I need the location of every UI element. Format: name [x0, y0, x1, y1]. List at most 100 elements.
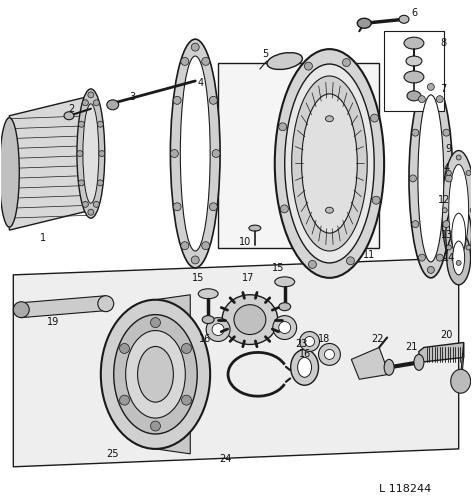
- Ellipse shape: [275, 49, 384, 278]
- Ellipse shape: [442, 150, 472, 270]
- Circle shape: [436, 96, 443, 102]
- Ellipse shape: [404, 71, 424, 83]
- Circle shape: [202, 242, 210, 250]
- Ellipse shape: [285, 64, 374, 263]
- Circle shape: [191, 43, 199, 51]
- Circle shape: [309, 260, 316, 268]
- Polygon shape: [419, 342, 464, 362]
- Circle shape: [280, 205, 288, 213]
- Ellipse shape: [418, 95, 444, 262]
- Circle shape: [445, 175, 452, 182]
- Circle shape: [119, 395, 129, 405]
- Ellipse shape: [77, 89, 105, 218]
- Ellipse shape: [384, 360, 394, 376]
- Ellipse shape: [407, 91, 421, 101]
- Ellipse shape: [304, 336, 314, 346]
- Polygon shape: [461, 342, 464, 389]
- Text: 12: 12: [438, 196, 450, 205]
- Text: 13: 13: [441, 230, 453, 240]
- Circle shape: [210, 203, 217, 210]
- Circle shape: [99, 150, 105, 156]
- Text: 15: 15: [192, 273, 204, 283]
- Ellipse shape: [404, 37, 424, 49]
- Circle shape: [304, 62, 312, 70]
- Circle shape: [191, 256, 199, 264]
- Ellipse shape: [453, 241, 464, 275]
- Circle shape: [210, 96, 217, 104]
- Circle shape: [427, 84, 434, 90]
- Circle shape: [466, 245, 471, 250]
- Circle shape: [343, 58, 350, 66]
- Ellipse shape: [302, 94, 357, 233]
- Text: 15: 15: [271, 263, 284, 273]
- Circle shape: [447, 170, 451, 175]
- Circle shape: [371, 114, 379, 122]
- Ellipse shape: [399, 16, 409, 24]
- Circle shape: [410, 175, 416, 182]
- Circle shape: [78, 180, 84, 186]
- Circle shape: [151, 318, 160, 328]
- Circle shape: [443, 129, 450, 136]
- Polygon shape: [9, 96, 91, 230]
- Circle shape: [151, 421, 160, 431]
- Circle shape: [212, 150, 220, 158]
- Ellipse shape: [222, 294, 278, 344]
- Circle shape: [88, 209, 94, 215]
- Ellipse shape: [249, 225, 261, 231]
- Ellipse shape: [137, 346, 173, 402]
- Circle shape: [412, 129, 419, 136]
- Text: 7: 7: [441, 84, 447, 94]
- Ellipse shape: [324, 350, 335, 360]
- Ellipse shape: [451, 370, 471, 393]
- Ellipse shape: [267, 52, 303, 70]
- Ellipse shape: [114, 314, 197, 434]
- Text: 17: 17: [242, 273, 254, 283]
- Ellipse shape: [64, 112, 74, 120]
- Ellipse shape: [452, 213, 466, 257]
- Circle shape: [93, 202, 99, 207]
- Polygon shape: [21, 296, 106, 318]
- Circle shape: [372, 196, 380, 204]
- Ellipse shape: [126, 330, 185, 418]
- Text: 24: 24: [219, 454, 231, 464]
- Ellipse shape: [357, 18, 371, 28]
- Circle shape: [173, 203, 181, 210]
- Ellipse shape: [101, 300, 210, 449]
- Circle shape: [412, 220, 419, 228]
- Ellipse shape: [326, 116, 333, 121]
- Ellipse shape: [212, 324, 224, 336]
- Circle shape: [456, 260, 461, 266]
- Text: 9: 9: [446, 144, 452, 154]
- Ellipse shape: [13, 302, 29, 318]
- Text: 3: 3: [129, 92, 135, 102]
- Text: 22: 22: [371, 334, 383, 344]
- Circle shape: [418, 96, 425, 102]
- Circle shape: [427, 266, 434, 274]
- Text: 1: 1: [40, 233, 46, 243]
- Text: 14: 14: [443, 253, 455, 263]
- Ellipse shape: [414, 354, 424, 370]
- Ellipse shape: [107, 100, 118, 110]
- Text: 5: 5: [261, 49, 268, 59]
- Ellipse shape: [406, 56, 422, 66]
- Circle shape: [97, 121, 103, 127]
- Text: 25: 25: [107, 449, 119, 459]
- Text: 21: 21: [405, 342, 417, 352]
- Ellipse shape: [279, 302, 291, 310]
- Circle shape: [173, 96, 181, 104]
- Text: 6: 6: [411, 8, 417, 18]
- Ellipse shape: [291, 350, 319, 385]
- Text: 18: 18: [318, 334, 330, 344]
- Ellipse shape: [202, 316, 214, 324]
- Circle shape: [456, 155, 461, 160]
- Text: 19: 19: [47, 316, 59, 326]
- Circle shape: [78, 121, 84, 127]
- Ellipse shape: [409, 79, 453, 278]
- Circle shape: [181, 242, 189, 250]
- Circle shape: [93, 100, 99, 105]
- Circle shape: [202, 58, 210, 66]
- Text: 4: 4: [444, 164, 450, 173]
- Ellipse shape: [198, 289, 218, 298]
- Circle shape: [119, 344, 129, 353]
- Text: 2: 2: [68, 104, 74, 114]
